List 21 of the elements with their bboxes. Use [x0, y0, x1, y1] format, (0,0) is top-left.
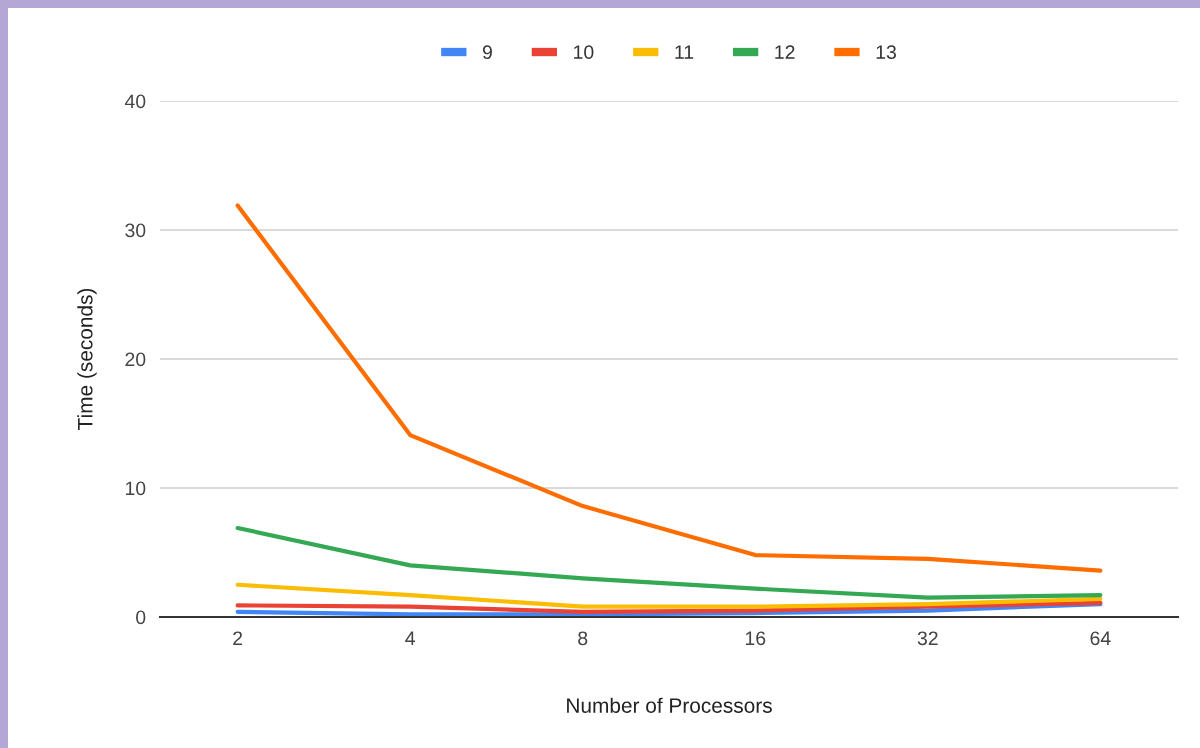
line-series — [235, 582, 1103, 609]
y-tick-label: 40 — [124, 94, 146, 109]
x-tick-label: 8 — [578, 631, 588, 646]
x-tick-label: 4 — [405, 631, 416, 645]
legend-label: 12 — [775, 45, 795, 59]
x-tick-label: 16 — [745, 631, 766, 646]
y-tick-label: 10 — [125, 481, 146, 496]
legend-label: 11 — [675, 45, 694, 59]
legend-label: 9 — [482, 45, 492, 60]
y-axis-title: Time (seconds) — [77, 288, 97, 430]
y-tick-label: 0 — [136, 610, 146, 625]
line-series — [235, 525, 1103, 600]
x-axis-title: Number of Processors — [567, 697, 772, 713]
line-series — [235, 203, 1103, 573]
legend-label: 13 — [876, 45, 896, 60]
x-tick-label: 2 — [233, 631, 243, 645]
y-tick-label: 20 — [125, 352, 146, 367]
y-tick-label: 30 — [125, 223, 146, 238]
x-tick-label: 32 — [917, 631, 938, 646]
x-tick-label: 64 — [1090, 631, 1111, 646]
legend-label: 10 — [574, 45, 594, 60]
